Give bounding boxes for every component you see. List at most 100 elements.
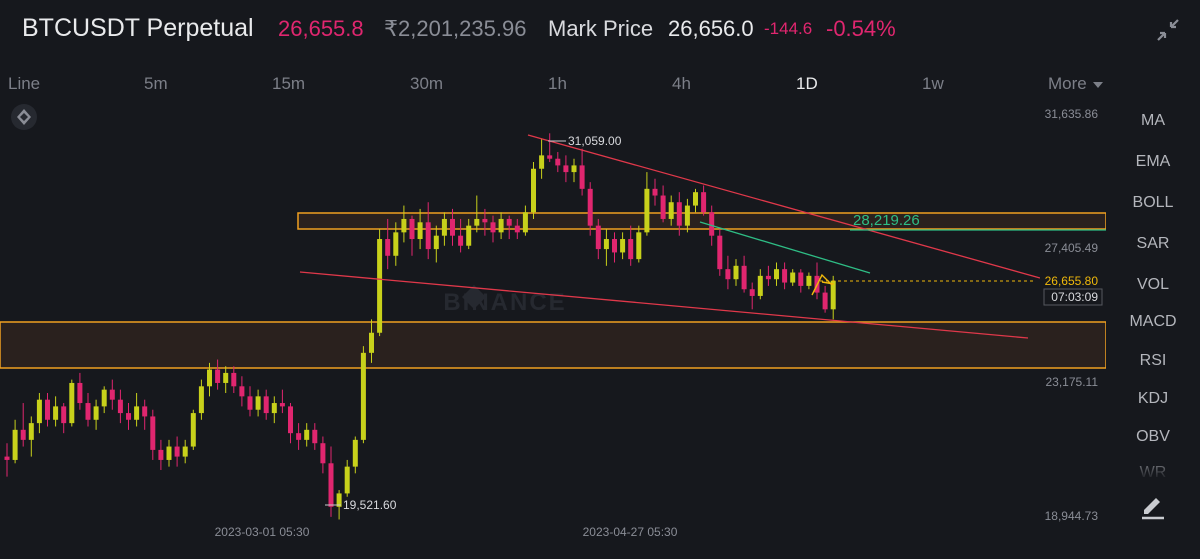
candle-body xyxy=(644,188,650,233)
collapse-arrows-svg xyxy=(1157,19,1179,41)
trendline-layer xyxy=(299,134,1106,339)
candle-body xyxy=(255,396,261,410)
mark-price-label: Mark Price xyxy=(548,16,654,41)
candle-body xyxy=(142,406,148,417)
candle-body xyxy=(514,225,520,233)
pencil-icon[interactable] xyxy=(1138,492,1168,522)
candle-body xyxy=(693,192,698,206)
candle-body xyxy=(158,449,164,460)
candle-body xyxy=(466,225,472,246)
candle-body xyxy=(652,188,658,196)
candle-body xyxy=(174,446,180,457)
indicator-ma[interactable]: MA xyxy=(1141,112,1165,129)
candle-body xyxy=(53,406,59,420)
tab-30m[interactable]: 30m xyxy=(410,74,444,93)
candle-body xyxy=(263,396,269,414)
more-dropdown[interactable]: More xyxy=(1048,74,1103,94)
candle-body xyxy=(312,429,318,444)
indicator-obv[interactable]: OBV xyxy=(1136,428,1170,445)
candle-body xyxy=(482,218,488,223)
candle-body xyxy=(231,372,237,387)
candle-body xyxy=(636,232,642,260)
candle-body xyxy=(531,168,536,213)
price-change: -144.6 xyxy=(764,19,813,38)
candle-body xyxy=(61,406,67,424)
candle-body xyxy=(498,218,504,233)
indicator-macd[interactable]: MACD xyxy=(1129,313,1177,330)
tab-5m[interactable]: 5m xyxy=(144,74,168,93)
indicator-kdj[interactable]: KDJ xyxy=(1137,390,1169,407)
candle-body xyxy=(85,403,91,420)
zone-layer xyxy=(0,212,1107,369)
candle-body xyxy=(450,218,455,236)
candles-layer xyxy=(4,133,836,520)
price-change-percent: -0.54% xyxy=(826,16,896,41)
candle-body xyxy=(474,218,480,226)
candle-body xyxy=(417,222,423,240)
candle-body xyxy=(117,399,123,414)
indicator-ema[interactable]: EMA xyxy=(1135,153,1171,170)
candle-body xyxy=(709,212,715,236)
last-price: 26,655.8 xyxy=(278,16,364,41)
candle-body xyxy=(126,413,131,420)
candle-body xyxy=(806,275,812,286)
candle-body xyxy=(69,382,75,424)
symbol-title[interactable]: BTCUSDT Perpetual xyxy=(22,14,254,42)
caret-down-icon xyxy=(1092,81,1103,88)
candle-body xyxy=(150,416,156,450)
more-label: More xyxy=(1048,74,1087,93)
drawing-marker xyxy=(811,273,835,296)
candle-body xyxy=(717,235,723,270)
candle-body xyxy=(401,218,407,233)
candle-body xyxy=(490,222,496,233)
x-axis-label: 2023-04-27 05:30 xyxy=(583,525,678,539)
tab-1d[interactable]: 1D xyxy=(796,74,818,93)
mark-price-value: 26,656.0 xyxy=(668,16,754,41)
candle-body xyxy=(782,269,788,283)
candle-body xyxy=(198,386,204,414)
candle-body xyxy=(684,205,690,226)
watermark-text: BINANCE xyxy=(443,289,566,316)
candle-body xyxy=(182,446,188,457)
current-price-tag: 26,655.80 xyxy=(1045,274,1099,288)
candle-body xyxy=(790,272,796,283)
green-trendline xyxy=(699,221,871,274)
tab-15m[interactable]: 15m xyxy=(272,74,306,93)
low-price-label: 19,521.60 xyxy=(343,498,397,512)
indicator-boll[interactable]: BOLL xyxy=(1132,194,1174,211)
tab-4h[interactable]: 4h xyxy=(672,74,691,93)
indicator-rsi[interactable]: RSI xyxy=(1139,352,1167,369)
candle-body xyxy=(612,239,617,253)
candle-body xyxy=(360,352,366,440)
tab-1h[interactable]: 1h xyxy=(548,74,567,93)
candle-body xyxy=(352,439,358,467)
y-axis-label: 31,635.86 xyxy=(1045,107,1099,121)
candle-body xyxy=(620,239,626,253)
tab-line[interactable]: Line xyxy=(8,74,41,93)
layers-button xyxy=(11,104,37,130)
inr-price: ₹2,201,235.96 xyxy=(384,16,527,41)
candle-body xyxy=(320,443,326,464)
candle-body xyxy=(725,269,731,280)
indicator-vol[interactable]: VOL xyxy=(1136,276,1169,293)
tab-1w[interactable]: 1w xyxy=(922,74,944,93)
layers-icon xyxy=(17,109,31,125)
candle-body xyxy=(628,239,634,260)
candle-body xyxy=(207,369,212,387)
y-axis-label: 18,944.73 xyxy=(1045,509,1099,523)
candle-body xyxy=(304,429,310,440)
interval-tabs: Line 5m 15m 30m 1h 4h 1D 1w More xyxy=(0,66,1200,100)
indicator-sar[interactable]: SAR xyxy=(1136,235,1170,252)
candle-body xyxy=(385,239,391,256)
candle-body xyxy=(749,289,755,296)
candle-body xyxy=(223,372,229,383)
chart-svg: BINANCE 31,635.86 27,405.49 23,175.11 18,94… xyxy=(0,104,1107,539)
candle-body xyxy=(774,269,779,280)
candlestick-chart[interactable]: BINANCE 31,635.86 27,405.49 23,175.11 18,94… xyxy=(0,100,1107,554)
candle-body xyxy=(4,456,10,460)
candle-body xyxy=(109,389,115,400)
collapse-arrows-icon[interactable] xyxy=(1154,16,1182,44)
candle-body xyxy=(587,188,593,226)
candle-body xyxy=(296,433,302,440)
candle-body xyxy=(539,155,545,169)
